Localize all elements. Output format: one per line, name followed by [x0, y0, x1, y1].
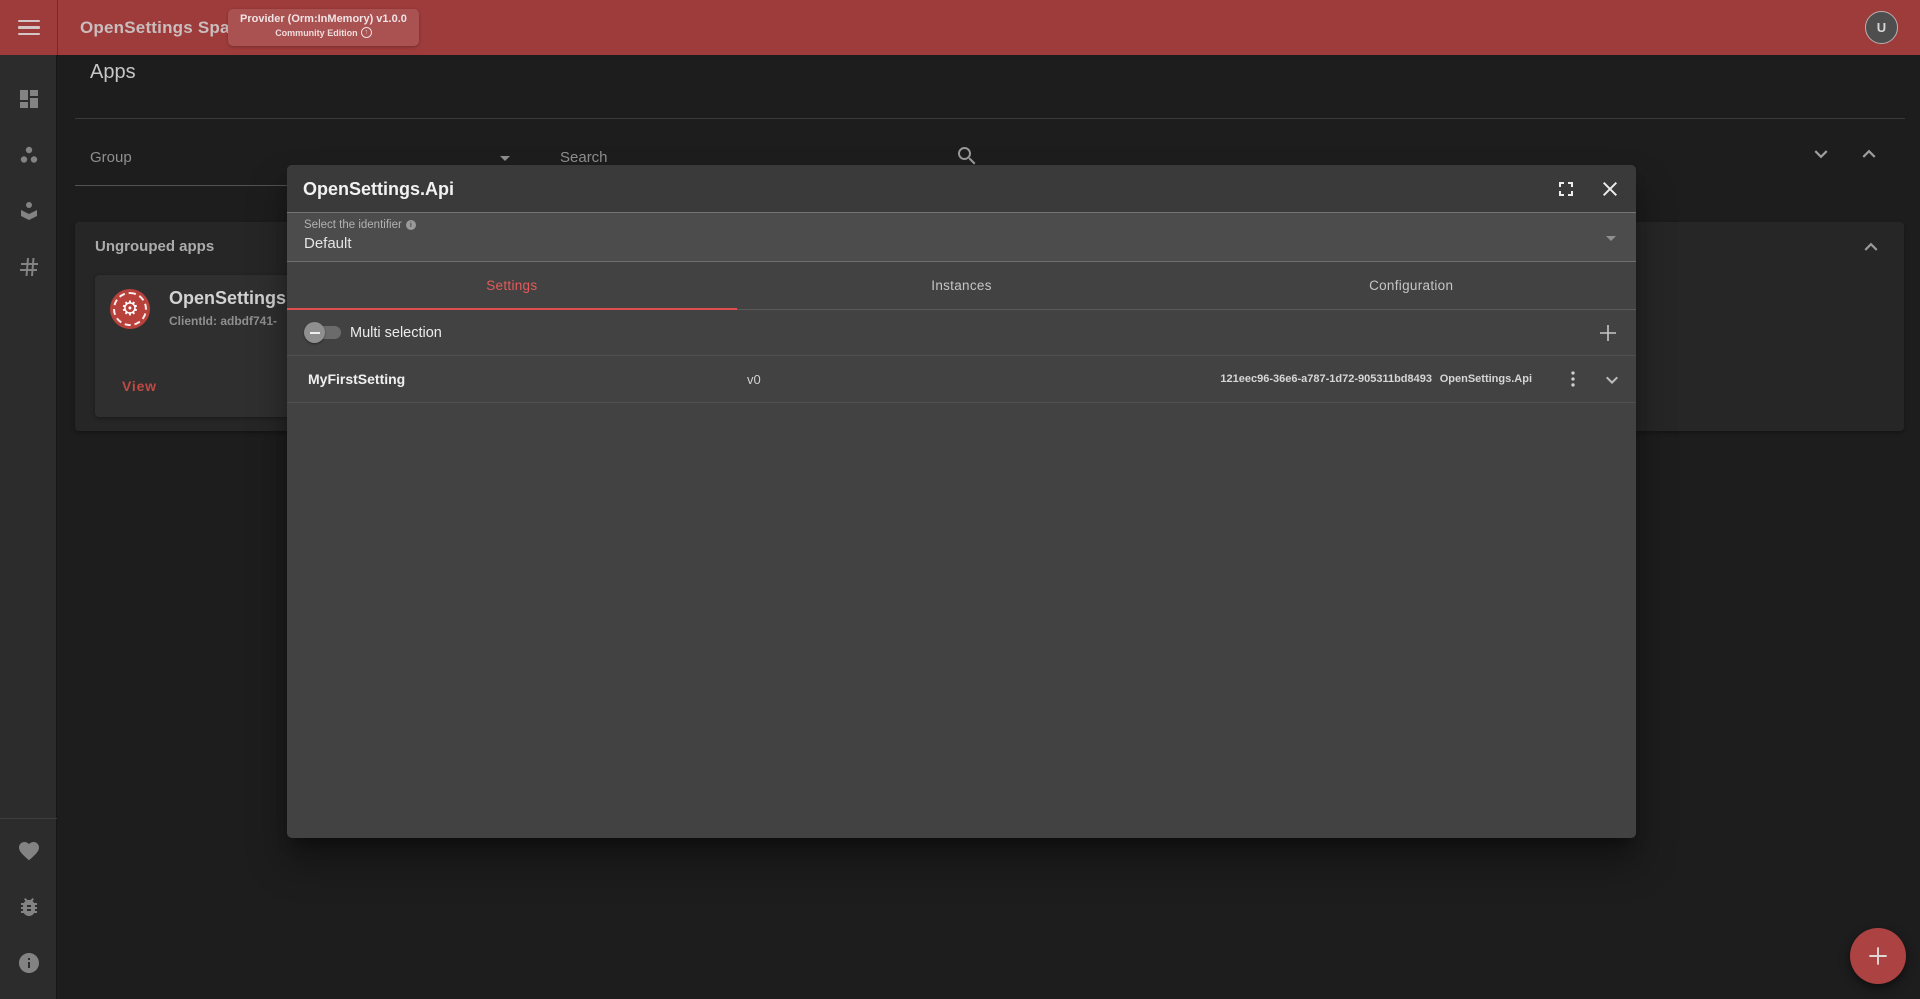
tab-settings[interactable]: Settings: [486, 278, 538, 293]
sidebar-divider: [0, 818, 57, 819]
multi-selection-label: Multi selection: [350, 325, 442, 341]
hamburger-icon: [17, 16, 40, 40]
heart-icon: [18, 842, 39, 861]
multi-selection-row: Multi selection: [287, 310, 1636, 356]
kebab-menu-icon: [1571, 371, 1575, 387]
user-avatar[interactable]: U: [1865, 11, 1898, 44]
page-title: Apps: [90, 61, 136, 83]
dashboard-icon: [19, 90, 38, 108]
search-input[interactable]: Search: [560, 149, 608, 166]
ungrouped-apps-title: Ungrouped apps: [95, 238, 215, 255]
info-icon: [18, 953, 39, 973]
app-settings-dialog: OpenSettings.Api Select the identifier i…: [287, 165, 1636, 838]
toggle-thumb-minus-icon: [304, 322, 325, 343]
app-card-clientid: ClientId: adbdf741-: [169, 314, 278, 328]
tab-configuration[interactable]: Configuration: [1369, 278, 1454, 293]
sidebar-item-groups[interactable]: [0, 135, 57, 175]
setting-menu-button[interactable]: [1562, 368, 1584, 395]
setting-expand-button[interactable]: [1600, 368, 1624, 397]
active-tab-indicator: [287, 307, 737, 310]
identifier-select[interactable]: Select the identifier i Default: [287, 213, 1636, 262]
identifier-select-arrow-icon: [1606, 236, 1616, 241]
close-icon: [1603, 182, 1617, 196]
tab-instances[interactable]: Instances: [931, 278, 992, 293]
search-icon: [955, 144, 979, 173]
collapse-all-icon[interactable]: [1856, 141, 1882, 167]
setting-name: MyFirstSetting: [308, 371, 406, 387]
identifier-value: Default: [304, 235, 352, 252]
appbar-divider: [57, 0, 58, 55]
multi-selection-toggle[interactable]: [304, 322, 341, 343]
setting-version: v0: [747, 372, 761, 387]
add-app-fab[interactable]: [1850, 928, 1906, 984]
plus-icon: [1600, 325, 1616, 341]
app-title: OpenSettings Spa: [80, 18, 230, 37]
title-divider: [75, 118, 1905, 119]
group-select-label[interactable]: Group: [90, 149, 132, 166]
upgrade-icon: ↑: [360, 27, 372, 38]
identifier-label: Select the identifier i: [304, 219, 416, 231]
hash-icon: [19, 258, 38, 276]
version-badge[interactable]: Provider (Orm:InMemory) v1.0.0 Community…: [228, 9, 419, 46]
bug-icon: [20, 898, 37, 916]
app-bar: OpenSettings Spa Provider (Orm:InMemory)…: [0, 0, 1920, 55]
sidebar-item-debug[interactable]: [0, 887, 57, 927]
sidebar: [0, 55, 57, 999]
panel-collapse-button[interactable]: [1858, 234, 1884, 265]
dialog-tabs: Settings Instances Configuration: [287, 262, 1636, 310]
edition-label: Community Edition: [275, 27, 358, 38]
sidebar-item-favorites[interactable]: [0, 831, 57, 871]
view-button[interactable]: View: [122, 378, 157, 394]
group-select-arrow-icon[interactable]: [500, 156, 510, 161]
chevron-down-icon: [1606, 376, 1618, 384]
dialog-title: OpenSettings.Api: [303, 179, 455, 199]
expand-all-icon[interactable]: [1808, 141, 1834, 167]
setting-app-name: OpenSettings.Api: [1439, 373, 1532, 385]
setting-hash: 121eec96-36e6-a787-1d72-905311bd8493: [1220, 373, 1432, 385]
sidebar-item-dashboard[interactable]: [0, 79, 57, 119]
fullscreen-button[interactable]: [1554, 177, 1578, 206]
chevron-up-icon: [1864, 242, 1878, 251]
panel-collapse-controls: [1808, 141, 1882, 167]
add-setting-button[interactable]: [1596, 321, 1620, 350]
client-book-icon: [20, 202, 37, 220]
dialog-header: OpenSettings.Api: [287, 165, 1636, 213]
app-logo-icon: ⚙: [110, 289, 150, 329]
setting-row[interactable]: MyFirstSetting v0 121eec96-36e6-a787-1d7…: [287, 356, 1636, 403]
hamburger-menu-button[interactable]: [0, 0, 57, 55]
fullscreen-icon: [1559, 182, 1573, 196]
sidebar-item-clients[interactable]: [0, 191, 57, 231]
sidebar-item-tags[interactable]: [0, 247, 57, 287]
app-card-name: OpenSettings.Api: [169, 288, 321, 308]
provider-version-label: Provider (Orm:InMemory) v1.0.0: [240, 13, 407, 25]
groups-icon: [20, 146, 37, 163]
plus-icon: [1869, 947, 1887, 965]
identifier-info-icon: i: [405, 220, 416, 230]
sidebar-item-about[interactable]: [0, 943, 57, 983]
close-dialog-button[interactable]: [1598, 177, 1622, 206]
